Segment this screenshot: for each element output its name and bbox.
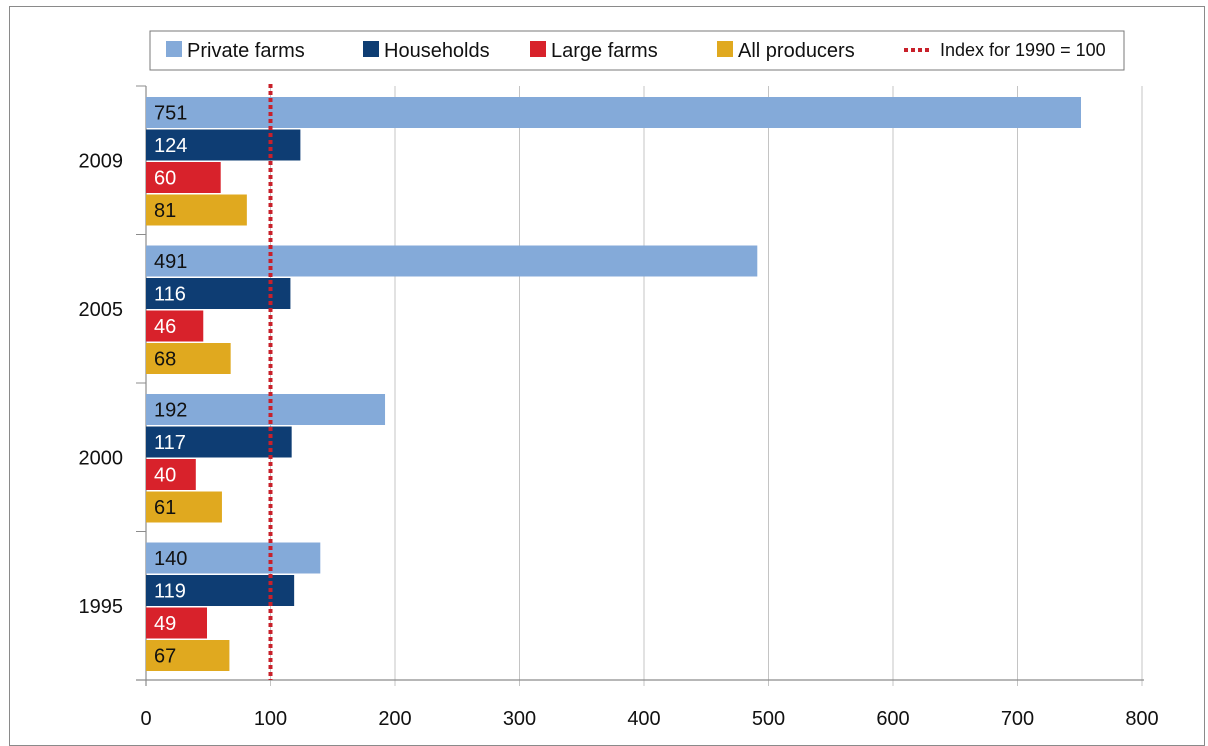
data-label: 491 <box>154 251 187 273</box>
data-label: 49 <box>154 613 176 635</box>
data-label: 40 <box>154 465 176 487</box>
legend-swatch <box>717 41 733 57</box>
data-label: 117 <box>154 432 186 454</box>
legend-swatch <box>363 41 379 57</box>
bar <box>146 129 301 161</box>
legend-swatch <box>166 41 182 57</box>
legend-label: Private farms <box>187 40 305 62</box>
x-tick-label: 0 <box>140 708 151 730</box>
legend-box <box>149 30 1125 71</box>
data-label: 60 <box>154 168 176 190</box>
x-tick-label: 500 <box>752 708 785 730</box>
bar <box>146 194 247 226</box>
bar <box>146 343 231 374</box>
bar <box>146 607 208 639</box>
data-label: 46 <box>154 316 176 338</box>
y-tick-label: 2000 <box>79 447 124 469</box>
bar <box>146 394 386 425</box>
data-label: 81 <box>154 200 176 222</box>
data-label: 116 <box>154 284 186 306</box>
bar <box>146 459 196 490</box>
bar <box>146 245 758 277</box>
data-label: 140 <box>154 548 187 570</box>
data-label: 67 <box>154 646 176 668</box>
legend-swatch <box>530 41 546 57</box>
data-labels: 751 124 60 81 491 116 46 68 192 117 40 61 140 119 49 67 <box>154 103 187 668</box>
data-label: 61 <box>154 497 176 519</box>
x-tick-label: 700 <box>1001 708 1034 730</box>
bar <box>146 278 291 309</box>
data-label: 192 <box>154 400 187 422</box>
data-label: 124 <box>154 135 187 157</box>
x-tick-label: 400 <box>627 708 660 730</box>
legend-label: Households <box>384 40 490 62</box>
axes: 0 100 200 300 400 500 600 700 800 2009 2005 2000 199… <box>79 85 1159 730</box>
y-tick-label: 2009 <box>79 150 124 172</box>
y-tick-label: 2005 <box>79 299 124 321</box>
bar <box>146 542 321 574</box>
data-label: 751 <box>154 103 187 125</box>
grid-lines <box>270 86 1143 686</box>
bar <box>146 310 204 342</box>
bar <box>146 426 292 458</box>
x-tick-label: 200 <box>378 708 411 730</box>
legend-label: All producers <box>738 40 855 62</box>
x-tick-label: 600 <box>876 708 909 730</box>
bar <box>146 97 1081 128</box>
legend-label: Index for 1990 = 100 <box>940 40 1106 60</box>
bars <box>146 97 1081 671</box>
bar <box>146 162 221 193</box>
y-tick-label: 1995 <box>79 596 124 618</box>
data-label: 119 <box>154 581 186 603</box>
x-tick-label: 800 <box>1125 708 1158 730</box>
legend: Private farms Households Large farms All pr… <box>149 30 1125 71</box>
data-label: 68 <box>154 349 176 371</box>
bar <box>146 491 222 523</box>
legend-label: Large farms <box>551 40 658 62</box>
x-tick-label: 300 <box>503 708 536 730</box>
x-tick-label: 100 <box>254 708 287 730</box>
bar <box>146 640 230 671</box>
